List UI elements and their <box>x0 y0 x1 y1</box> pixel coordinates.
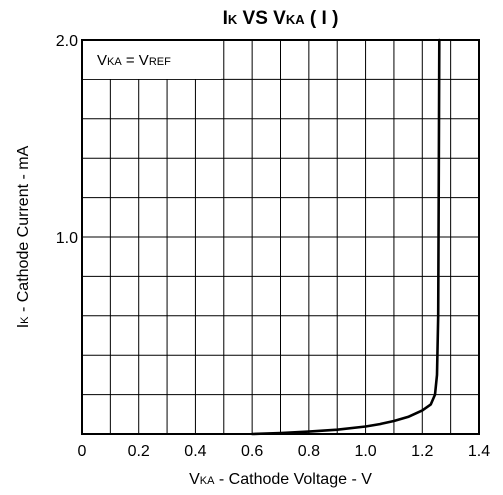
x-tick-label: 0 <box>78 443 87 460</box>
chart-title: IK VS VKA ( I ) <box>223 8 339 29</box>
annotation-box: VKA = VREF <box>83 41 221 79</box>
x-tick-labels: 0 0.2 0.4 0.6 0.8 1.0 1.2 1.4 <box>78 443 491 460</box>
x-tick-label: 0.2 <box>128 443 150 460</box>
x-tick-label: 0.8 <box>298 443 320 460</box>
x-tick-label: 1.2 <box>411 443 433 460</box>
x-tick-label: 1.4 <box>468 443 490 460</box>
series-layer <box>250 38 441 436</box>
y-tick-label: 2.0 <box>56 33 78 50</box>
x-tick-label: 0.6 <box>241 443 263 460</box>
x-tick-label: 1.0 <box>354 443 376 460</box>
x-tick-label: 0.4 <box>184 443 206 460</box>
x-axis-label-text: VKA - Cathode Voltage - V <box>189 471 372 488</box>
chart-title-text: IK VS VKA ( I ) <box>223 8 339 29</box>
annotation-text: VKA = VREF <box>97 52 171 69</box>
series-line <box>250 38 441 436</box>
annotation-background <box>83 41 221 79</box>
y-tick-label: 1.0 <box>56 230 78 247</box>
y-axis-label-text: IK - Cathode Current - mA <box>15 145 32 328</box>
x-axis-label: VKA - Cathode Voltage - V <box>189 471 372 488</box>
y-tick-labels: 1.0 2.0 <box>56 33 78 247</box>
y-axis-label: IK - Cathode Current - mA <box>15 145 32 328</box>
grid <box>82 40 479 434</box>
plot-frame <box>81 39 480 435</box>
